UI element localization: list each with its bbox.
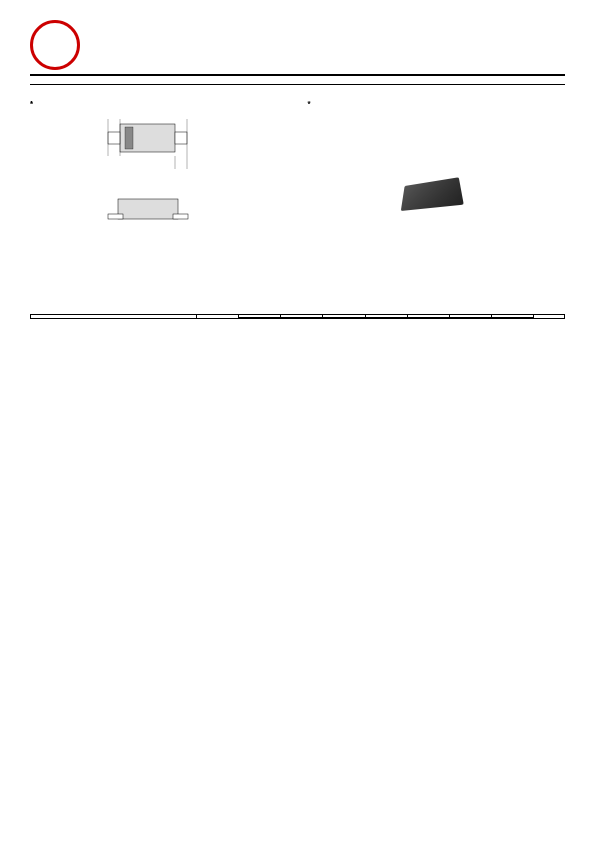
- alt-part: [449, 318, 491, 319]
- alt-part: [281, 318, 323, 319]
- voltage-line: [30, 78, 565, 85]
- ratings-sub: [30, 299, 565, 308]
- col-parameter: [31, 315, 197, 319]
- alt-part: [491, 318, 533, 319]
- features-col: [308, 93, 566, 99]
- part-range: [90, 20, 565, 46]
- ratings-table: [30, 314, 565, 319]
- footer: [30, 388, 565, 397]
- logo: [30, 20, 80, 70]
- alt-part: [365, 318, 407, 319]
- package-image: [401, 177, 464, 211]
- side-view: [70, 184, 250, 261]
- package-diagram: [30, 109, 565, 289]
- side-view-svg: [70, 184, 250, 259]
- notes: [30, 323, 565, 348]
- header: [30, 20, 565, 76]
- col-units: [533, 315, 564, 319]
- mechanical-col: [30, 93, 288, 99]
- col-symbol: [197, 315, 239, 319]
- top-view: [70, 114, 240, 176]
- alt-part: [323, 318, 365, 319]
- top-columns: [30, 93, 565, 99]
- top-view-svg: [70, 114, 240, 174]
- alt-part: [407, 318, 449, 319]
- alt-part: [239, 318, 281, 319]
